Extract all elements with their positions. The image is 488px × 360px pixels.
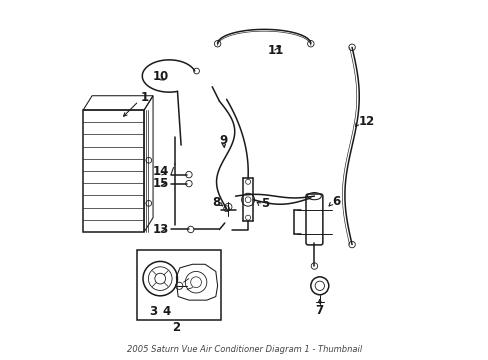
Text: 1: 1: [140, 91, 148, 104]
Text: 15: 15: [153, 177, 169, 190]
Text: 5: 5: [260, 197, 268, 210]
Text: 10: 10: [153, 70, 169, 83]
Text: 3: 3: [149, 305, 157, 318]
Text: 14: 14: [153, 165, 169, 178]
Text: 11: 11: [267, 44, 284, 57]
Text: 2: 2: [172, 320, 180, 333]
Text: 13: 13: [153, 223, 169, 236]
Text: 8: 8: [212, 196, 220, 209]
Text: 4: 4: [163, 305, 171, 318]
Text: 12: 12: [358, 115, 374, 128]
Text: 2005 Saturn Vue Air Conditioner Diagram 1 - Thumbnail: 2005 Saturn Vue Air Conditioner Diagram …: [126, 345, 362, 354]
Text: 9: 9: [219, 134, 227, 147]
Text: 7: 7: [315, 304, 323, 317]
Text: 6: 6: [332, 195, 340, 208]
